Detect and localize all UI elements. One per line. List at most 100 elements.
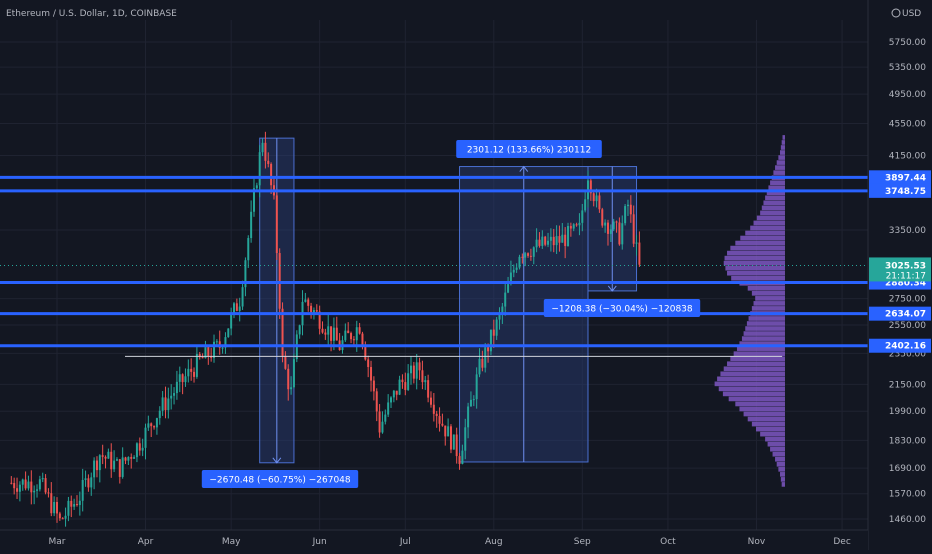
measurement-label-bg: [201, 470, 359, 488]
volume-profile-bar: [763, 200, 785, 206]
candle-body: [592, 193, 595, 202]
candle-body: [621, 223, 624, 245]
candle-body: [213, 341, 216, 358]
volume-profile-bar: [753, 301, 785, 306]
volume-profile-bar: [727, 270, 785, 276]
candle-body: [484, 347, 487, 368]
candle-body: [552, 236, 555, 246]
measurement-arrow-head: [519, 165, 529, 172]
candle-body: [598, 195, 601, 210]
candle-body: [93, 460, 96, 478]
volume-profile-bar: [720, 371, 785, 377]
last-price-label: 3025.53: [885, 261, 926, 271]
candle-body: [44, 478, 47, 493]
candle-body: [492, 329, 495, 336]
price-tick-label: 1570.00: [889, 490, 926, 500]
month-tick-label: Dec: [833, 537, 850, 547]
candle-body: [335, 327, 338, 341]
candle-body: [30, 481, 33, 493]
candle-body: [150, 423, 153, 427]
candle-body: [615, 221, 618, 223]
currency-toggle[interactable]: USD: [891, 8, 921, 19]
volume-profile-bar: [747, 416, 785, 422]
volume-profile-bar: [781, 140, 785, 145]
candle-body: [498, 313, 501, 320]
candle-body: [504, 292, 507, 307]
candle-body: [307, 299, 310, 306]
candle-body: [555, 236, 558, 246]
candle-body: [632, 214, 635, 244]
candle-body: [447, 426, 450, 437]
measurement-label: 2301.12 (133.66%) 230112: [456, 140, 602, 158]
candle-body: [258, 152, 261, 186]
currency-toggle-icon[interactable]: [891, 8, 901, 18]
candle-body: [464, 427, 467, 451]
volume-profile-bar: [730, 245, 785, 251]
candle-body: [315, 310, 318, 312]
measurement-arrow-head: [272, 457, 282, 464]
candle-body: [489, 329, 492, 352]
month-tick-label: Jun: [312, 537, 327, 547]
candle-body: [481, 358, 484, 368]
candle-body: [318, 311, 321, 329]
level-price-label: 2402.16: [885, 342, 926, 352]
candle-body: [404, 382, 407, 390]
month-tick-label: Mar: [49, 537, 66, 547]
price-tick-label: 2750.00: [889, 295, 926, 305]
candle-body: [375, 391, 378, 412]
candle-body: [67, 500, 70, 516]
candle-body: [355, 327, 358, 341]
price-axis: 5750.00 5350.00 4950.00 4550.00 4150.00 3350.…: [867, 0, 932, 550]
candle-body: [581, 210, 584, 223]
price-tick-label: 4950.00: [889, 90, 926, 100]
measurement-label-text: 2301.12 (133.66%) 230112: [467, 146, 591, 156]
month-tick-label: Nov: [748, 537, 766, 547]
candle-body: [252, 188, 255, 212]
candle-body: [84, 478, 87, 480]
candle-body: [572, 224, 575, 229]
volume-profile-bar: [772, 451, 785, 457]
volume-profile-bar: [765, 436, 785, 442]
level-price-label-bg: [869, 170, 931, 185]
measurement-label-bg: [543, 299, 701, 317]
candle-body: [155, 418, 158, 428]
candle-body: [181, 374, 184, 383]
level-price-label: 3748.75: [885, 187, 926, 197]
candle-body: [27, 481, 30, 489]
candle-body: [352, 339, 355, 341]
candle-body: [135, 443, 138, 458]
month-tick-label: Sep: [574, 537, 591, 547]
candle-body: [53, 501, 56, 514]
candle-body: [281, 308, 284, 356]
volume-profile-bar: [756, 215, 785, 221]
candle-body: [344, 330, 347, 341]
candle-body: [527, 253, 530, 256]
level-price-label-bg: [869, 183, 931, 198]
volume-profile-bar: [743, 331, 785, 336]
candle-body: [247, 238, 250, 261]
candle-body: [138, 443, 141, 451]
candle-body: [304, 299, 307, 302]
candle-body: [75, 504, 78, 506]
candle-body: [158, 410, 161, 419]
horizontal-levels: [0, 175, 868, 357]
candle-body: [378, 411, 381, 433]
measurement-label: −2670.48 (−60.75%) −267048: [201, 470, 359, 488]
candle-body: [469, 399, 472, 407]
candle-body: [395, 390, 398, 395]
volume-profile-bar: [780, 145, 785, 150]
candle-body: [361, 333, 364, 346]
candle-body: [541, 236, 544, 246]
candle-body: [210, 356, 213, 358]
month-tick-label: Aug: [485, 537, 503, 547]
volume-profile-bar: [755, 296, 785, 301]
candle-body: [235, 303, 238, 311]
volume-profile-bar: [735, 401, 785, 407]
candle-body: [50, 493, 53, 514]
candle-body: [441, 423, 444, 426]
volume-profile-bar: [723, 366, 785, 372]
candle-body: [178, 374, 181, 382]
candle-body: [418, 362, 421, 371]
volume-profile-bar: [727, 361, 785, 367]
